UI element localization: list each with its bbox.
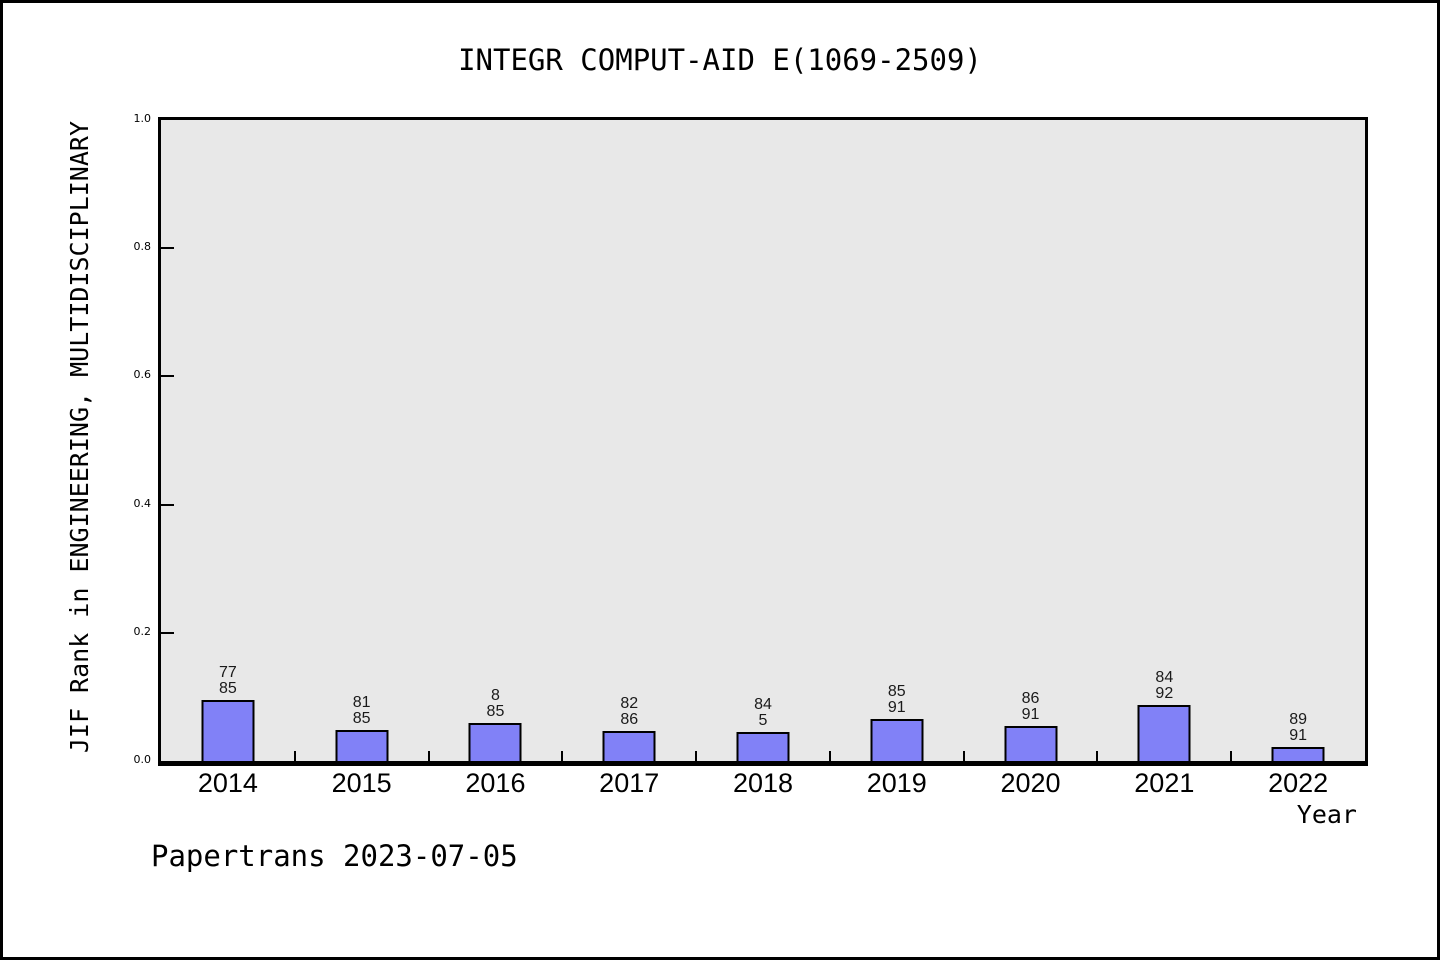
bar-value-top: 86 bbox=[1021, 690, 1040, 708]
x-tick-label: 2015 bbox=[331, 768, 392, 798]
bar-value-top: 77 bbox=[218, 664, 237, 682]
y-axis-tick bbox=[161, 503, 174, 506]
bar bbox=[870, 719, 924, 761]
bar bbox=[1137, 705, 1191, 761]
bar-value-label: 86 91 bbox=[1022, 691, 1040, 723]
bar bbox=[468, 723, 522, 761]
bar-value-top: 82 bbox=[620, 694, 639, 712]
x-tick-label: 2014 bbox=[197, 768, 258, 798]
bar-value-top: 81 bbox=[352, 694, 371, 712]
x-axis-tick bbox=[828, 751, 831, 761]
y-tick-label: 0.0 bbox=[133, 753, 152, 766]
bar-value-bottom: 85 bbox=[218, 680, 237, 698]
footer-text: Papertrans 2023-07-05 bbox=[151, 839, 518, 873]
bar-value-label: 84 92 bbox=[1155, 670, 1173, 702]
x-axis-tick bbox=[962, 751, 965, 761]
x-axis-tick bbox=[427, 751, 430, 761]
bar-value-bottom: 85 bbox=[486, 703, 505, 721]
bar-value-bottom: 5 bbox=[758, 712, 768, 730]
bar-value-bottom: 91 bbox=[1289, 726, 1308, 744]
y-axis-tick bbox=[161, 247, 174, 250]
bar-value-top: 85 bbox=[887, 683, 906, 701]
y-axis-title: JIF Rank in ENGINEERING, MULTIDISCIPLINA… bbox=[64, 121, 94, 754]
y-axis-tick bbox=[161, 375, 174, 378]
bar-value-label: 8 85 bbox=[487, 688, 505, 720]
x-tick-label: 2020 bbox=[1000, 768, 1061, 798]
bar bbox=[736, 732, 790, 761]
x-axis-tick bbox=[1096, 751, 1099, 761]
bar bbox=[201, 700, 255, 761]
x-axis-tick bbox=[561, 751, 564, 761]
y-tick-label: 0.4 bbox=[133, 496, 152, 510]
x-tick-label: 2018 bbox=[732, 768, 794, 798]
bar-value-top: 89 bbox=[1289, 710, 1308, 728]
x-tick-label: 2019 bbox=[866, 768, 927, 798]
bar-value-label: 85 91 bbox=[888, 684, 906, 716]
x-tick-label: 2022 bbox=[1268, 768, 1329, 798]
y-tick-label: 0.2 bbox=[133, 624, 152, 638]
bar-value-bottom: 92 bbox=[1155, 685, 1174, 703]
y-tick-label: 1.0 bbox=[133, 112, 152, 125]
x-axis-tick bbox=[1230, 751, 1233, 761]
bar-value-bottom: 91 bbox=[1021, 706, 1040, 724]
y-axis-tick bbox=[161, 631, 174, 634]
x-axis-tick bbox=[293, 751, 296, 761]
y-axis-title-wrap: JIF Rank in ENGINEERING, MULTIDISCIPLINA… bbox=[59, 117, 99, 758]
plot-area: 77 85 81 85 8 85 82 86 84 5 85 91 86 91 84 92 89 91 bbox=[158, 117, 1368, 766]
bar-value-bottom: 91 bbox=[887, 699, 906, 717]
bar-value-top: 8 bbox=[490, 687, 500, 705]
x-tick-label: 2021 bbox=[1134, 768, 1195, 798]
bar-value-top: 84 bbox=[754, 696, 772, 714]
bar-value-label: 77 85 bbox=[219, 665, 237, 697]
y-tick-label: 0.6 bbox=[133, 368, 152, 382]
x-axis-tick bbox=[695, 751, 698, 761]
bar-value-label: 89 91 bbox=[1289, 710, 1308, 744]
bar bbox=[335, 730, 389, 761]
bar-value-label: 84 5 bbox=[754, 697, 772, 729]
x-tick-label: 2016 bbox=[465, 768, 526, 798]
bar-value-bottom: 85 bbox=[352, 710, 371, 728]
bar-value-top: 84 bbox=[1155, 669, 1174, 687]
y-tick-label: 0.8 bbox=[133, 240, 152, 254]
x-axis-title: Year bbox=[1296, 800, 1357, 829]
bar bbox=[1004, 726, 1058, 761]
bar-value-label: 82 86 bbox=[620, 694, 639, 728]
chart-title: INTEGR COMPUT-AID E(1069-2509) bbox=[458, 43, 982, 77]
bar bbox=[1271, 746, 1325, 761]
x-tick-label: 2017 bbox=[599, 768, 660, 798]
bar bbox=[602, 730, 656, 761]
bar-value-bottom: 86 bbox=[620, 710, 639, 728]
bar-value-label: 81 85 bbox=[353, 695, 371, 727]
